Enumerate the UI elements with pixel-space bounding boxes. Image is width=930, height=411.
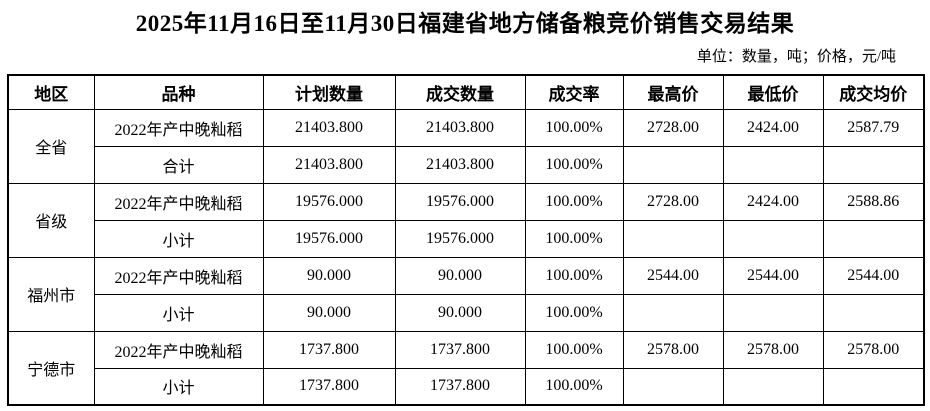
trade-rate-cell: 100.00% — [524, 293, 624, 332]
planned-qty-cell: 19576.000 — [262, 219, 396, 258]
low-price-cell — [722, 367, 824, 406]
region-cell: 全省 — [7, 108, 95, 184]
avg-price-cell — [822, 145, 925, 184]
results-table: 地区 品种 计划数量 成交数量 成交率 最高价 最低价 成交均价 全省 2022… — [7, 74, 925, 406]
avg-price-cell: 2587.79 — [822, 108, 925, 147]
column-header-traded-qty: 成交数量 — [394, 74, 526, 110]
traded-qty-cell: 21403.800 — [394, 108, 526, 147]
avg-price-cell: 2588.86 — [822, 182, 925, 221]
report-title: 2025年11月16日至11月30日福建省地方储备粮竞价销售交易结果 — [135, 11, 795, 36]
planned-qty-cell: 21403.800 — [262, 145, 396, 184]
avg-price-cell: 2544.00 — [822, 256, 925, 295]
trade-rate-cell: 100.00% — [524, 108, 624, 147]
table-row: 合计 21403.800 21403.800 100.00% — [8, 145, 925, 184]
traded-qty-cell: 19576.000 — [394, 182, 526, 221]
traded-qty-cell: 1737.800 — [394, 330, 526, 369]
trade-rate-cell: 100.00% — [524, 367, 624, 406]
region-cell: 福州市 — [7, 256, 95, 332]
traded-qty-cell: 19576.000 — [394, 219, 526, 258]
high-price-cell — [622, 145, 724, 184]
table-row: 全省 2022年产中晚籼稻 21403.800 21403.800 100.00… — [7, 108, 925, 184]
avg-price-cell — [822, 219, 925, 258]
traded-qty-cell: 21403.800 — [394, 145, 526, 184]
column-header-trade-rate: 成交率 — [524, 74, 624, 110]
region-cell: 宁德市 — [7, 330, 95, 406]
variety-cell: 2022年产中晚籼稻 — [93, 108, 264, 147]
high-price-cell — [622, 219, 724, 258]
low-price-cell: 2424.00 — [722, 108, 824, 147]
header-row: 地区 品种 计划数量 成交数量 成交率 最高价 最低价 成交均价 — [7, 74, 925, 110]
variety-cell: 小计 — [93, 219, 264, 258]
traded-qty-cell: 90.000 — [394, 256, 526, 295]
planned-qty-cell: 1737.800 — [262, 330, 396, 369]
variety-cell: 2022年产中晚籼稻 — [93, 182, 264, 221]
low-price-cell: 2578.00 — [722, 330, 824, 369]
high-price-cell — [622, 293, 724, 332]
table-row: 小计 19576.000 19576.000 100.00% — [8, 219, 925, 258]
low-price-cell — [722, 293, 824, 332]
variety-cell: 小计 — [93, 367, 264, 406]
traded-qty-cell: 90.000 — [394, 293, 526, 332]
table-row: 宁德市 2022年产中晚籼稻 1737.800 1737.800 100.00%… — [7, 330, 925, 406]
high-price-cell — [622, 367, 724, 406]
avg-price-cell — [822, 293, 925, 332]
low-price-cell: 2424.00 — [722, 182, 824, 221]
table-row: 福州市 2022年产中晚籼稻 90.000 90.000 100.00% 254… — [7, 256, 925, 332]
avg-price-cell — [822, 367, 925, 406]
variety-cell: 合计 — [93, 145, 264, 184]
low-price-cell: 2544.00 — [722, 256, 824, 295]
column-header-planned-qty: 计划数量 — [262, 74, 396, 110]
region-cell: 省级 — [7, 182, 95, 258]
planned-qty-cell: 21403.800 — [262, 108, 396, 147]
variety-cell: 2022年产中晚籼稻 — [93, 256, 264, 295]
unit-note: 单位：数量，吨；价格，元/吨 — [696, 49, 896, 65]
planned-qty-cell: 1737.800 — [262, 367, 396, 406]
avg-price-cell: 2578.00 — [822, 330, 925, 369]
column-header-high-price: 最高价 — [622, 74, 724, 110]
planned-qty-cell: 19576.000 — [262, 182, 396, 221]
table-row: 小计 1737.800 1737.800 100.00% — [8, 367, 925, 406]
column-header-variety: 品种 — [93, 74, 264, 110]
table-row: 小计 90.000 90.000 100.00% — [8, 293, 925, 332]
planned-qty-cell: 90.000 — [262, 256, 396, 295]
column-header-low-price: 最低价 — [722, 74, 824, 110]
low-price-cell — [722, 219, 824, 258]
trade-rate-cell: 100.00% — [524, 330, 624, 369]
high-price-cell: 2728.00 — [622, 108, 724, 147]
trade-rate-cell: 100.00% — [524, 219, 624, 258]
traded-qty-cell: 1737.800 — [394, 367, 526, 406]
planned-qty-cell: 90.000 — [262, 293, 396, 332]
high-price-cell: 2544.00 — [622, 256, 724, 295]
table-row: 省级 2022年产中晚籼稻 19576.000 19576.000 100.00… — [7, 182, 925, 258]
high-price-cell: 2728.00 — [622, 182, 724, 221]
column-header-avg-price: 成交均价 — [822, 74, 925, 110]
column-header-region: 地区 — [7, 74, 95, 110]
trade-rate-cell: 100.00% — [524, 182, 624, 221]
high-price-cell: 2578.00 — [622, 330, 724, 369]
low-price-cell — [722, 145, 824, 184]
trade-rate-cell: 100.00% — [524, 256, 624, 295]
trade-rate-cell: 100.00% — [524, 145, 624, 184]
variety-cell: 小计 — [93, 293, 264, 332]
variety-cell: 2022年产中晚籼稻 — [93, 330, 264, 369]
